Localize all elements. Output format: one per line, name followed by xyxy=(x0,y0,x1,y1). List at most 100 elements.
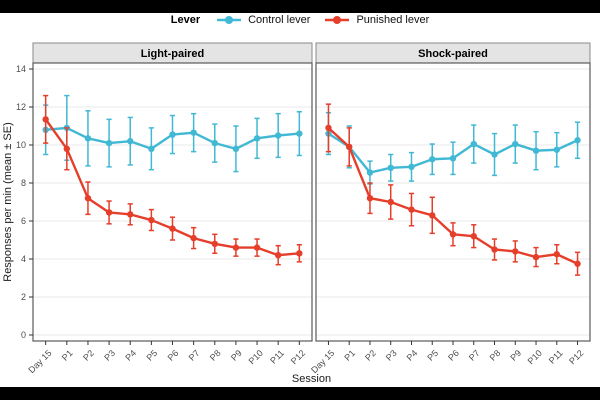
data-point xyxy=(532,147,540,154)
facet-strip-label: Light-paired xyxy=(141,48,205,60)
data-point xyxy=(274,252,282,259)
x-tick-label: P9 xyxy=(508,348,523,363)
y-tick-label: 8 xyxy=(21,178,26,188)
data-point xyxy=(325,124,332,132)
data-point xyxy=(429,212,436,219)
legend-item-control-lever: Control lever xyxy=(216,14,310,26)
data-point xyxy=(232,244,240,251)
x-tick-label: P3 xyxy=(102,348,117,363)
data-point xyxy=(491,151,498,158)
data-point xyxy=(366,195,374,202)
data-point xyxy=(127,138,134,145)
x-tick-label: P9 xyxy=(229,348,244,363)
x-tick-label: P4 xyxy=(123,348,138,363)
data-point xyxy=(190,234,197,242)
x-tick-label: P2 xyxy=(81,348,96,363)
panel-background xyxy=(33,63,312,341)
data-point xyxy=(253,135,261,142)
y-axis-title: Responses per min (mean ± SE) xyxy=(2,122,14,282)
data-point xyxy=(491,246,498,253)
x-tick-label: P11 xyxy=(268,348,286,366)
data-point xyxy=(253,244,261,251)
data-point xyxy=(408,206,415,213)
data-point xyxy=(366,169,374,176)
data-point xyxy=(63,145,71,152)
chart-legend: Lever Control lever Punished lever xyxy=(0,11,600,29)
x-tick-label: P4 xyxy=(405,348,420,363)
x-tick-label: P3 xyxy=(384,348,399,363)
x-tick-label: P8 xyxy=(208,348,223,363)
y-tick-label: 14 xyxy=(16,64,26,74)
data-point xyxy=(512,248,519,255)
series-punished-lever xyxy=(325,103,581,276)
facet-strip-label: Shock-paired xyxy=(418,48,488,60)
legend-label-control: Control lever xyxy=(248,14,311,26)
data-point xyxy=(190,129,197,136)
data-point xyxy=(211,139,218,147)
legend-title: Lever xyxy=(170,14,201,26)
x-tick-label: Day 15 xyxy=(309,348,336,375)
x-tick-label: P6 xyxy=(446,348,461,363)
data-point xyxy=(470,233,477,240)
x-tick-label: P7 xyxy=(467,348,482,363)
data-point xyxy=(84,135,92,142)
x-tick-label: P12 xyxy=(567,348,585,366)
legend-key-punished-icon xyxy=(325,16,350,24)
legend-label-punished: Punished lever xyxy=(356,14,430,26)
data-point xyxy=(169,131,176,138)
y-tick-label: 0 xyxy=(21,330,26,340)
data-point xyxy=(84,195,92,202)
x-tick-label: P8 xyxy=(488,348,503,363)
panel-background xyxy=(316,63,590,341)
data-point xyxy=(127,211,134,218)
data-point xyxy=(148,216,155,224)
data-point xyxy=(105,209,113,216)
series-punished-lever xyxy=(42,94,303,266)
x-tick-label: P11 xyxy=(547,348,565,366)
data-point xyxy=(408,163,415,171)
y-tick-label: 6 xyxy=(21,216,26,226)
x-tick-label: Day 15 xyxy=(26,348,53,375)
data-point xyxy=(470,140,477,148)
x-tick-label: P5 xyxy=(425,348,440,363)
x-tick-label: P10 xyxy=(526,348,544,366)
data-point xyxy=(169,225,176,232)
data-point xyxy=(346,143,353,151)
data-point xyxy=(211,240,218,247)
data-point xyxy=(574,260,581,267)
x-tick-label: P7 xyxy=(187,348,202,363)
data-point xyxy=(387,198,394,206)
data-point xyxy=(42,116,49,123)
data-point xyxy=(553,251,560,258)
data-point xyxy=(274,132,282,139)
y-tick-label: 2 xyxy=(21,292,26,302)
data-point xyxy=(148,145,155,152)
data-point xyxy=(532,253,540,261)
data-point xyxy=(105,139,113,147)
data-point xyxy=(512,140,519,148)
data-point xyxy=(232,145,240,152)
data-point xyxy=(429,156,436,163)
data-point xyxy=(449,155,457,162)
y-tick-label: 12 xyxy=(16,102,26,112)
data-point xyxy=(553,146,560,153)
x-tick-label: P1 xyxy=(60,348,75,363)
y-tick-label: 4 xyxy=(21,254,26,264)
data-point xyxy=(449,231,457,238)
x-tick-label: P2 xyxy=(363,348,378,363)
legend-key-control-icon xyxy=(217,16,242,24)
x-tick-label: P5 xyxy=(144,348,159,363)
x-tick-label: P6 xyxy=(166,348,181,363)
x-tick-label: P10 xyxy=(247,348,265,366)
legend-item-punished-lever: Punished lever xyxy=(324,14,429,26)
x-tick-label: P12 xyxy=(289,348,307,366)
y-tick-label: 10 xyxy=(16,140,26,150)
x-axis-title: Session xyxy=(292,373,331,385)
data-point xyxy=(574,137,581,144)
data-point xyxy=(296,250,303,257)
x-tick-label: P1 xyxy=(342,348,357,363)
